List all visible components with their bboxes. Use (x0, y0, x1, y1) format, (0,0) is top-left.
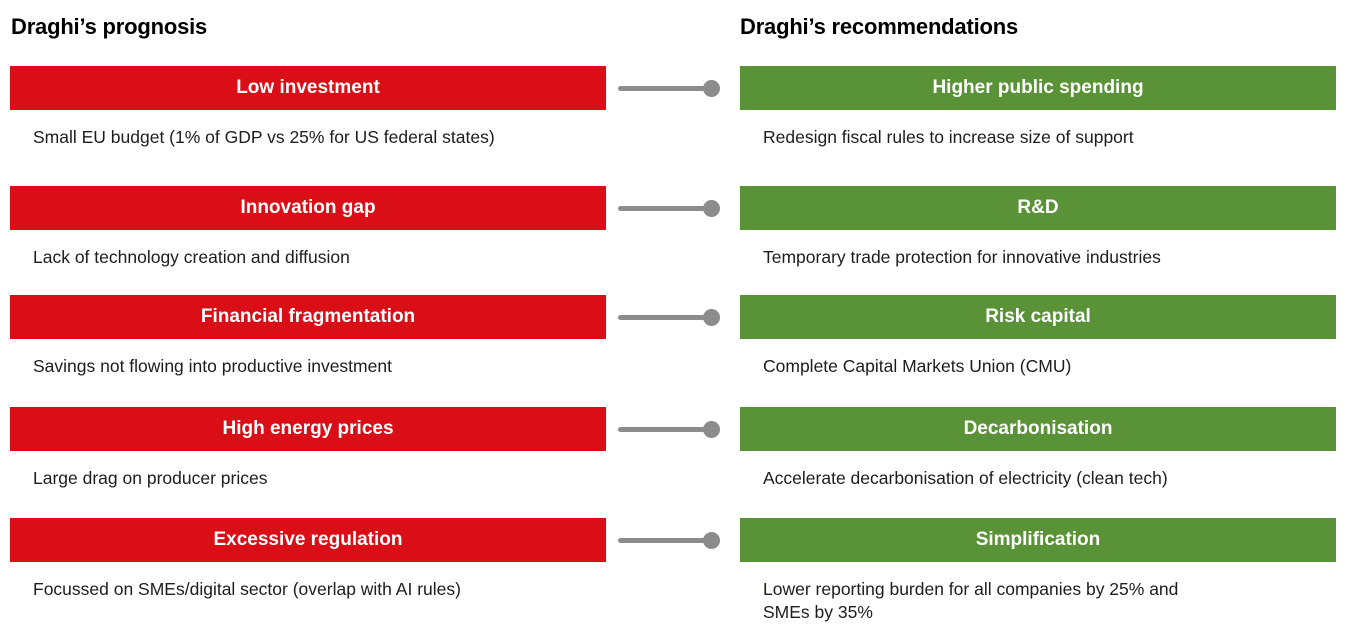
mapping-row: Low investment Small EU budget (1% of GD… (10, 66, 1336, 186)
recommendation-banner: Simplification (740, 518, 1336, 562)
recommendation-cell: Higher public spending Redesign fiscal r… (740, 66, 1336, 186)
recommendation-title: R&D (1017, 197, 1059, 218)
prognosis-cell: Innovation gap Lack of technology creati… (10, 186, 606, 295)
prognosis-column-header: Draghi’s prognosis (11, 14, 208, 39)
recommendation-title: Decarbonisation (963, 418, 1113, 439)
recommendation-cell: R&D Temporary trade protection for innov… (740, 186, 1336, 295)
connector-line (618, 205, 710, 211)
recommendation-cell: Simplification Lower reporting burden fo… (740, 518, 1336, 633)
recommendation-description: Temporary trade protection for innovativ… (763, 247, 1161, 267)
connector (606, 518, 740, 633)
prognosis-cell: Low investment Small EU budget (1% of GD… (10, 66, 606, 186)
prognosis-description: Lack of technology creation and diffusio… (33, 247, 350, 267)
prognosis-title: Financial fragmentation (200, 306, 416, 327)
recommendation-description: Lower reporting burden for all companies… (763, 579, 1179, 623)
prognosis-title: Excessive regulation (213, 529, 403, 550)
prognosis-banner: Innovation gap (10, 186, 606, 230)
prognosis-description: Focussed on SMEs/digital sector (overlap… (33, 579, 461, 599)
recommendation-title: Simplification (975, 529, 1101, 550)
prognosis-banner: Low investment (10, 66, 606, 110)
prognosis-title: High energy prices (222, 418, 394, 439)
connector-line (618, 85, 710, 91)
mapping-row: Financial fragmentation Savings not flow… (10, 295, 1336, 407)
recommendation-banner: Decarbonisation (740, 407, 1336, 451)
prognosis-cell: Financial fragmentation Savings not flow… (10, 295, 606, 407)
mapping-row: High energy prices Large drag on produce… (10, 407, 1336, 518)
recommendation-cell: Risk capital Complete Capital Markets Un… (740, 295, 1336, 407)
prognosis-description: Large drag on producer prices (33, 468, 268, 488)
prognosis-title: Low investment (236, 77, 380, 98)
recommendation-cell: Decarbonisation Accelerate decarbonisati… (740, 407, 1336, 518)
connector (606, 407, 740, 518)
prognosis-title: Innovation gap (240, 197, 376, 218)
recommendation-description: Complete Capital Markets Union (CMU) (763, 356, 1072, 376)
connector-line (618, 537, 710, 543)
recommendation-banner: R&D (740, 186, 1336, 230)
recommendation-description: Accelerate decarbonisation of electricit… (763, 468, 1168, 488)
recommendation-banner: Higher public spending (740, 66, 1336, 110)
recommendation-description: Redesign fiscal rules to increase size o… (763, 127, 1134, 147)
connector (606, 186, 740, 295)
prognosis-banner: Excessive regulation (10, 518, 606, 562)
recommendations-column-header: Draghi’s recommendations (740, 14, 1019, 39)
recommendation-title: Higher public spending (932, 77, 1144, 98)
connector (606, 295, 740, 407)
connector-dot (703, 199, 720, 217)
prognosis-banner: High energy prices (10, 407, 606, 451)
mapping-row: Excessive regulation Focussed on SMEs/di… (10, 518, 1336, 633)
connector-line (618, 426, 710, 432)
prognosis-cell: Excessive regulation Focussed on SMEs/di… (10, 518, 606, 633)
connector-dot (703, 420, 720, 438)
connector (606, 66, 740, 186)
connector-line (618, 314, 710, 320)
connector-dot (703, 531, 720, 549)
connector-dot (703, 308, 720, 326)
prognosis-banner: Financial fragmentation (10, 295, 606, 339)
mapping-row: Innovation gap Lack of technology creati… (10, 186, 1336, 295)
prognosis-description: Small EU budget (1% of GDP vs 25% for US… (33, 127, 495, 147)
mapping-rows: Low investment Small EU budget (1% of GD… (10, 66, 1336, 633)
recommendation-banner: Risk capital (740, 295, 1336, 339)
connector-dot (703, 79, 720, 97)
prognosis-cell: High energy prices Large drag on produce… (10, 407, 606, 518)
recommendation-title: Risk capital (985, 306, 1091, 327)
prognosis-description: Savings not flowing into productive inve… (33, 356, 392, 376)
